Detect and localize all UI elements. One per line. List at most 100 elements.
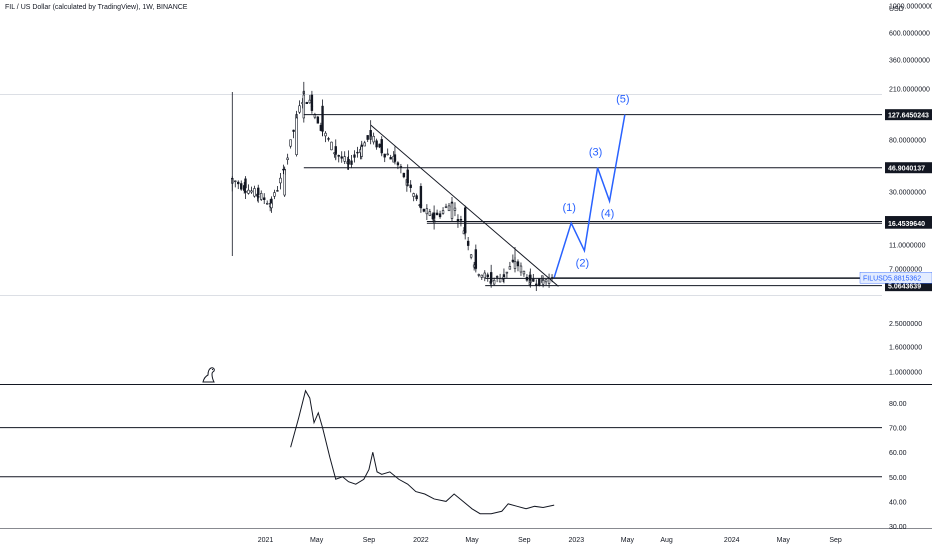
candle[interactable] <box>237 181 240 185</box>
candle[interactable] <box>516 261 520 267</box>
candle[interactable] <box>356 151 359 154</box>
candle[interactable] <box>389 157 392 160</box>
candle[interactable] <box>369 130 372 137</box>
candle[interactable] <box>253 188 256 197</box>
candle[interactable] <box>466 240 470 246</box>
candle[interactable] <box>513 261 517 269</box>
candle[interactable] <box>366 135 369 140</box>
candle[interactable] <box>276 190 279 192</box>
candle[interactable] <box>529 274 532 281</box>
candle[interactable] <box>321 105 324 131</box>
candle[interactable] <box>522 270 526 275</box>
candle[interactable] <box>289 139 292 147</box>
time-axis[interactable]: 2021 May Sep 2022 May Sep 2023 May Aug 2024 May Sep <box>258 537 842 544</box>
candle[interactable] <box>386 153 389 156</box>
candle[interactable] <box>353 154 356 158</box>
candle[interactable] <box>250 190 253 193</box>
candle[interactable] <box>508 266 512 270</box>
candle[interactable] <box>463 207 467 233</box>
candle[interactable] <box>541 280 545 285</box>
level-price-tag[interactable] <box>885 217 932 229</box>
candle[interactable] <box>279 177 282 184</box>
candle[interactable] <box>263 197 266 200</box>
candle[interactable] <box>422 208 426 212</box>
level-price-tag[interactable] <box>885 280 932 292</box>
candle[interactable] <box>483 272 486 279</box>
candle[interactable] <box>360 146 363 157</box>
candle[interactable] <box>378 143 381 148</box>
candle[interactable] <box>240 183 243 190</box>
candle[interactable] <box>538 278 541 286</box>
candle[interactable] <box>511 259 515 262</box>
candle[interactable] <box>544 279 548 283</box>
candle[interactable] <box>498 278 502 283</box>
candle[interactable] <box>402 172 406 178</box>
candle[interactable] <box>399 166 403 168</box>
candle[interactable] <box>456 219 460 222</box>
candle[interactable] <box>244 178 247 189</box>
candle[interactable] <box>380 139 383 151</box>
candle[interactable] <box>419 186 423 209</box>
candle[interactable] <box>492 279 496 285</box>
candle[interactable] <box>480 274 483 278</box>
candle[interactable] <box>447 205 451 212</box>
candle[interactable] <box>519 265 523 273</box>
candle[interactable] <box>283 169 286 196</box>
candle[interactable] <box>363 142 366 147</box>
candle[interactable] <box>396 162 400 166</box>
candle[interactable] <box>295 117 298 155</box>
candle[interactable] <box>438 213 442 218</box>
candle[interactable] <box>486 274 489 278</box>
descending-trendline[interactable] <box>370 124 559 287</box>
candle[interactable] <box>450 202 454 219</box>
price-axis[interactable]: 1000.0000000 600.0000000 360.0000000 210.00… <box>859 4 932 377</box>
candle[interactable] <box>310 94 314 107</box>
wave-projection[interactable]: (1) (2) (3) (4) (5) <box>553 94 630 278</box>
candle[interactable] <box>444 206 448 208</box>
candle[interactable] <box>459 219 463 221</box>
current-price-tag[interactable] <box>859 272 932 284</box>
candle[interactable] <box>469 254 473 258</box>
price-candles[interactable] <box>231 81 554 292</box>
candle[interactable] <box>247 189 250 194</box>
candle[interactable] <box>266 202 269 205</box>
candle[interactable] <box>302 94 306 119</box>
symbol-title[interactable]: FIL / US Dollar (calculated by TradingVi… <box>5 4 139 11</box>
elliott-wave-path[interactable] <box>553 114 626 278</box>
candle[interactable] <box>286 157 289 161</box>
trendline-group[interactable] <box>370 124 559 287</box>
candle[interactable] <box>260 193 263 200</box>
candle[interactable] <box>273 192 276 197</box>
candle[interactable] <box>298 105 301 113</box>
candle[interactable] <box>270 202 273 209</box>
candle[interactable] <box>308 99 311 104</box>
candle[interactable] <box>428 211 432 216</box>
candle[interactable] <box>425 208 429 215</box>
rsi-pane[interactable] <box>0 389 882 515</box>
interval-label[interactable]: 1W <box>142 4 153 11</box>
candle[interactable] <box>495 276 499 278</box>
candle[interactable] <box>409 184 412 188</box>
candle[interactable] <box>383 153 386 158</box>
candle[interactable] <box>412 193 415 197</box>
horizontal-levels[interactable] <box>303 114 882 287</box>
candle[interactable] <box>327 138 330 140</box>
candle[interactable] <box>305 102 308 105</box>
candle[interactable] <box>316 116 320 124</box>
candle[interactable] <box>292 129 295 132</box>
candle[interactable] <box>257 187 260 196</box>
candle[interactable] <box>340 156 343 159</box>
candle[interactable] <box>435 212 439 216</box>
candle[interactable] <box>324 132 327 137</box>
candle[interactable] <box>535 283 538 286</box>
candle[interactable] <box>347 158 350 165</box>
candle[interactable] <box>350 160 353 165</box>
candle[interactable] <box>415 195 418 200</box>
candle[interactable] <box>474 249 478 269</box>
candle[interactable] <box>489 272 493 282</box>
candle[interactable] <box>343 156 346 162</box>
candle[interactable] <box>334 146 337 154</box>
candle[interactable] <box>393 154 397 160</box>
candle[interactable] <box>477 274 481 276</box>
